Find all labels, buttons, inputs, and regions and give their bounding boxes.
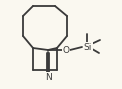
- Text: Si: Si: [84, 43, 92, 52]
- Text: O: O: [62, 46, 70, 55]
- Text: N: N: [45, 73, 51, 82]
